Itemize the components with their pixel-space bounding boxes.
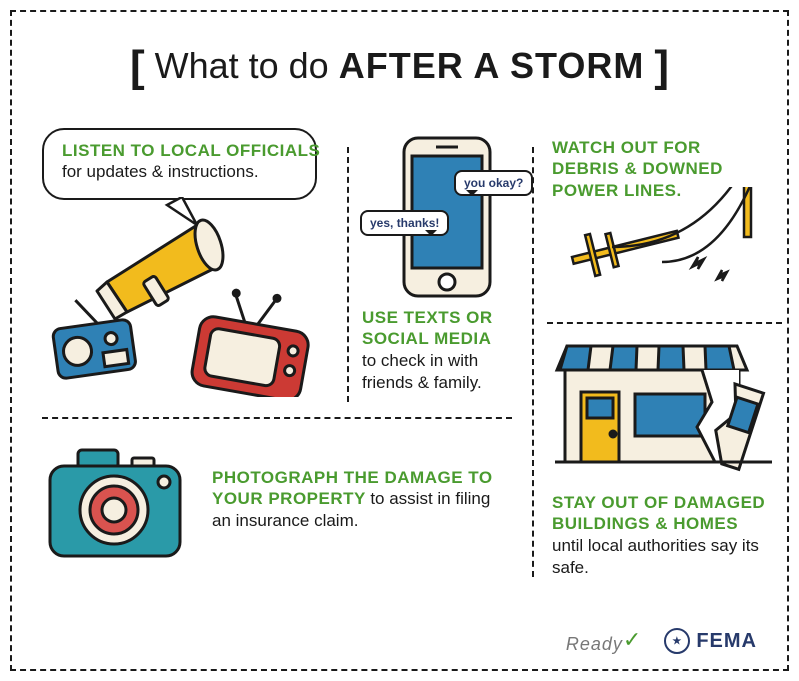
panel-body: for updates & instructions. xyxy=(62,162,259,181)
speech-bubble: LISTEN TO LOCAL OFFICIALS for updates & … xyxy=(42,128,317,200)
panel-heading: USE TEXTS OR SOCIAL MEDIA xyxy=(362,307,532,350)
infographic-frame: [ What to do AFTER A STORM ] LISTEN TO L… xyxy=(10,10,789,671)
panel-listen: LISTEN TO LOCAL OFFICIALS for updates & … xyxy=(42,132,342,402)
panel-debris: WATCH OUT FOR DEBRIS & DOWNED POWER LINE… xyxy=(552,132,777,307)
ready-text: Ready xyxy=(566,634,623,654)
power-line-icon xyxy=(552,187,777,307)
title-prefix: What to do xyxy=(155,45,329,86)
panel-heading: LISTEN TO LOCAL OFFICIALS xyxy=(62,141,320,160)
checkmark-icon: ✓ xyxy=(623,627,642,652)
text-bubble-top: you okay? xyxy=(454,170,533,196)
panel-stayout: STAY OUT OF DAMAGED BUILDINGS & HOMES un… xyxy=(552,332,777,592)
camera-icon xyxy=(42,442,192,572)
panel-body: to check in with friends & family. xyxy=(362,350,532,394)
title-emphasis: AFTER A STORM xyxy=(339,45,645,86)
page-title: [ What to do AFTER A STORM ] xyxy=(12,42,787,92)
panel-texts: you okay? yes, thanks! USE TEXTS OR SOCI… xyxy=(362,132,537,402)
panel-body: until local authorities say its safe. xyxy=(552,535,777,579)
fema-seal-icon xyxy=(664,628,690,654)
panel-photo: PHOTOGRAPH THE DAMAGE TO YOUR PROPERTY t… xyxy=(42,432,532,592)
fema-text: FEMA xyxy=(696,630,757,653)
panel-heading: STAY OUT OF DAMAGED BUILDINGS & HOMES xyxy=(552,492,777,535)
ready-logo: Ready✓ xyxy=(566,627,642,655)
damaged-building-icon xyxy=(547,332,772,482)
text-bubble-bottom: yes, thanks! xyxy=(360,210,449,236)
footer: Ready✓ FEMA xyxy=(566,627,757,655)
fema-logo: FEMA xyxy=(664,628,757,654)
megaphone-tv-radio-icon xyxy=(47,197,337,397)
